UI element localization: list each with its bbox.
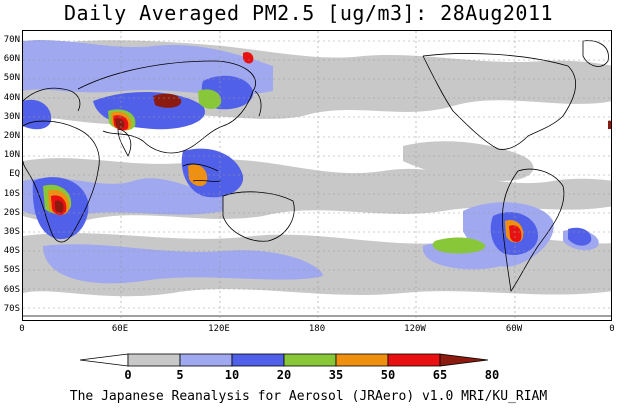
colorbar-segment	[127, 353, 181, 367]
colorbar-label: 35	[328, 368, 344, 382]
colorbar-segment	[387, 353, 441, 367]
longitude-label: 60E	[111, 324, 129, 334]
colorbar-label: 0	[124, 368, 132, 382]
colorbar-segment	[179, 353, 233, 367]
colorbar-label: 5	[176, 368, 184, 382]
colorbar-segment	[283, 353, 337, 367]
colorbar-label: 10	[224, 368, 240, 382]
latitude-label: 10S	[3, 188, 20, 199]
latitude-label: 20S	[3, 207, 20, 218]
colorbar-segment	[231, 353, 285, 367]
latitude-label: 10N	[3, 150, 20, 161]
longitude-label: 120W	[404, 324, 426, 334]
latitude-label: 50N	[3, 73, 20, 84]
colorbar-label: 20	[276, 368, 292, 382]
pm25-map	[22, 30, 612, 321]
latitude-label: 60N	[3, 54, 20, 65]
map-canvas	[23, 31, 611, 320]
colorbar-segment	[79, 353, 129, 367]
longitude-label: 60W	[505, 324, 523, 334]
colorbar-label: 80	[484, 368, 500, 382]
latitude-label: 20N	[3, 131, 20, 141]
latitude-label: 60S	[3, 284, 20, 295]
latitude-label: 30N	[3, 111, 20, 122]
credit-line: The Japanese Reanalysis for Aerosol (JRA…	[69, 389, 548, 404]
latitude-label: 40S	[3, 246, 20, 257]
concentration-above-80	[55, 93, 611, 213]
colorbar-segment	[439, 353, 489, 367]
colorbar-segment	[335, 353, 389, 367]
latitude-label: 70N	[3, 35, 20, 45]
latitude-label: 50S	[3, 265, 20, 276]
concentration-5-10	[23, 40, 611, 297]
longitude-label: 0	[19, 324, 25, 334]
colorbar-label: 65	[432, 368, 448, 382]
map-title: Daily Averaged PM2.5 [ug/m3]: 28Aug2011	[63, 1, 554, 25]
map-gridlines	[23, 31, 611, 320]
longitude-label: 0	[609, 324, 615, 334]
colorbar-label: 50	[380, 368, 396, 382]
latitude-label: 70S	[3, 303, 20, 314]
latitude-label: 30S	[3, 227, 20, 237]
longitude-label: 120E	[208, 324, 230, 334]
latitude-label: EQ	[9, 169, 20, 180]
latitude-label: 40N	[3, 92, 20, 103]
longitude-label: 180	[308, 324, 326, 334]
